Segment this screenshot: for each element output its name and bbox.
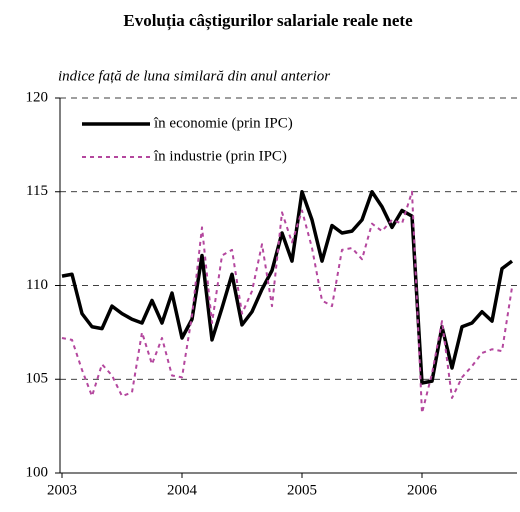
x-tick-label: 2003 bbox=[47, 482, 77, 498]
y-tick-label: 115 bbox=[26, 183, 48, 199]
chart-subtitle: indice față de luna similară din anul an… bbox=[58, 68, 330, 84]
series-line bbox=[61, 190, 514, 385]
y-tick-label: 100 bbox=[26, 464, 49, 480]
legend-label: în economie (prin IPC) bbox=[153, 115, 293, 131]
y-tick-label: 105 bbox=[26, 371, 49, 387]
x-tick-label: 2004 bbox=[167, 482, 198, 498]
y-tick-label: 110 bbox=[26, 277, 48, 293]
y-tick-label: 120 bbox=[26, 89, 49, 105]
legend-label: în industrie (prin IPC) bbox=[153, 148, 287, 164]
x-tick-label: 2005 bbox=[287, 482, 317, 498]
series-line bbox=[61, 190, 513, 414]
x-tick-label: 2006 bbox=[407, 482, 438, 498]
chart-title: Evoluția câștigurilor salariale reale ne… bbox=[123, 11, 413, 31]
